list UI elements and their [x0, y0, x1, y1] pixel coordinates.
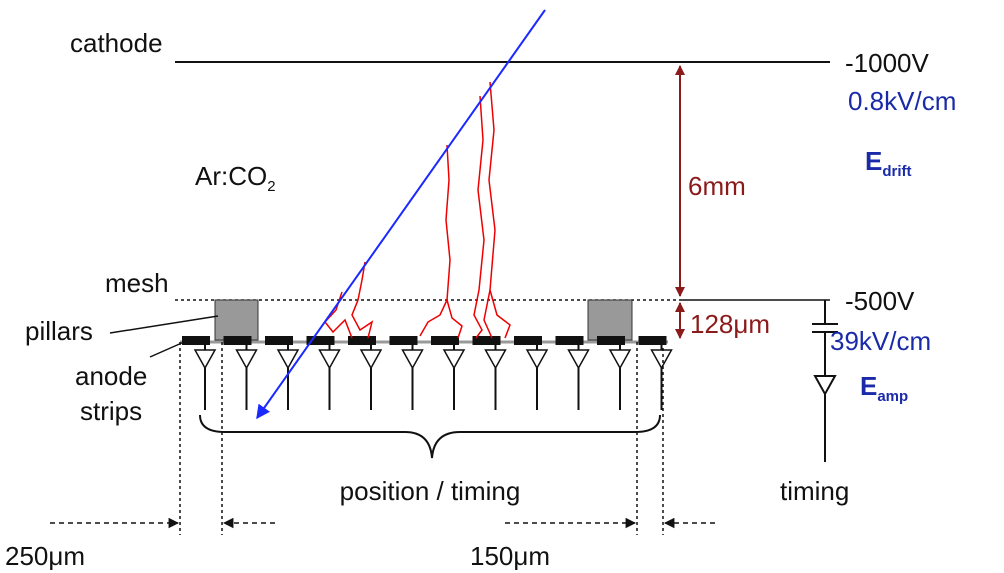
anode-strips	[182, 336, 673, 410]
cathode-label: cathode	[70, 28, 163, 58]
subscript: 2	[267, 178, 275, 195]
dimension-guides	[179, 342, 664, 535]
brace	[199, 414, 661, 459]
amplifier	[525, 349, 549, 370]
mesh-voltage: -500V	[845, 286, 915, 316]
symbol: E	[860, 371, 877, 401]
strip	[223, 336, 252, 345]
amplifier	[193, 349, 217, 370]
strip	[182, 336, 210, 345]
amplifier	[650, 349, 673, 370]
strips-label: strips	[80, 396, 142, 426]
amplifier	[359, 349, 383, 370]
strip	[389, 336, 418, 345]
symbol: E	[865, 146, 882, 176]
amplifier	[401, 349, 424, 370]
amp-field-symbol: Eamp	[860, 371, 908, 405]
amplifier	[608, 349, 632, 370]
strip	[265, 336, 293, 345]
strip	[514, 336, 542, 345]
mesh-readout	[812, 300, 838, 462]
pillars-label: pillars	[25, 316, 93, 346]
drift-field: 0.8kV/cm	[848, 86, 956, 116]
pillar	[214, 299, 259, 341]
drift-field-symbol: Edrift	[865, 146, 912, 180]
amplifier	[567, 349, 590, 370]
drift-gap: 6mm	[688, 171, 746, 201]
amplifier	[235, 349, 258, 370]
leader-line	[149, 341, 185, 358]
gas: Ar:CO	[195, 161, 267, 191]
electron-paths	[324, 81, 511, 339]
amplifier	[484, 349, 507, 370]
leader-line	[109, 315, 219, 334]
strip	[638, 336, 667, 345]
amp-gap: 128μm	[690, 309, 770, 339]
cathode-voltage: -1000V	[845, 48, 929, 78]
particle-track	[256, 9, 546, 420]
anode-label: anode	[75, 361, 147, 391]
strip	[555, 336, 584, 345]
amp-field: 39kV/cm	[830, 326, 931, 356]
strip	[348, 336, 376, 345]
mesh-label: mesh	[105, 268, 169, 298]
strip	[306, 336, 335, 345]
subscript: drift	[882, 163, 911, 180]
strip	[472, 336, 501, 345]
width-dimension: 150μm	[470, 541, 550, 571]
pillar	[587, 299, 633, 341]
strip	[597, 336, 625, 345]
strip	[431, 336, 459, 345]
amplifier	[318, 349, 341, 370]
mesh-readout-label: timing	[780, 476, 849, 506]
amplifier	[442, 349, 466, 370]
amplifier	[276, 349, 300, 370]
gas-label: Ar:CO2	[195, 161, 276, 195]
subscript: amp	[877, 388, 908, 405]
strip-readout-label: position / timing	[340, 476, 521, 506]
pitch-dimension: 250μm	[5, 541, 85, 571]
